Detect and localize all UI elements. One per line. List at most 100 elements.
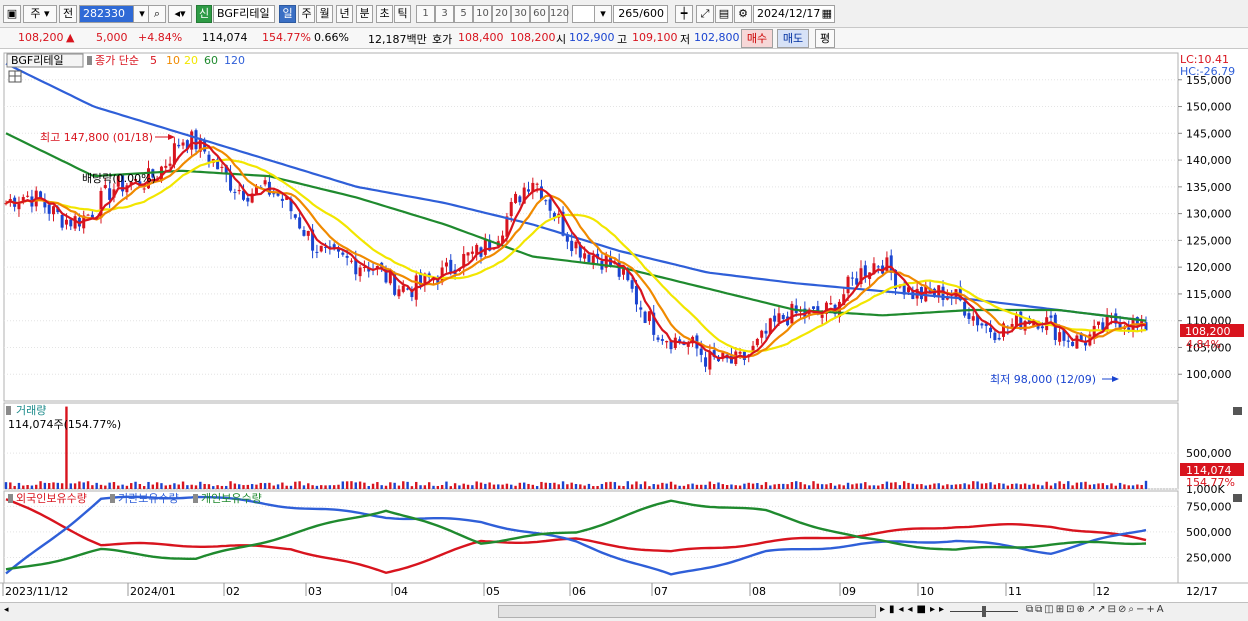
candle-body [963, 301, 967, 316]
volume-bar [134, 481, 137, 489]
open-label: 시 [556, 33, 567, 46]
period-tab-5[interactable]: 초 [376, 5, 393, 23]
candle-body [315, 251, 319, 253]
volume-bar [825, 484, 828, 489]
ma-line-20 [5, 158, 1147, 353]
count-field[interactable]: 265/600 [613, 5, 668, 23]
interval-tab-120[interactable]: 120 [549, 5, 569, 23]
interval-tab-20[interactable]: 20 [492, 5, 511, 23]
volume-bar [1075, 482, 1079, 489]
candle-body [539, 186, 543, 200]
candle-body [872, 263, 876, 275]
candle-body [466, 252, 470, 256]
interval-tab-5[interactable]: 5 [454, 5, 473, 23]
candle-body [673, 337, 677, 348]
gear-icon[interactable]: ⚙ [734, 5, 752, 23]
period-tab-4[interactable]: 분 [356, 5, 373, 23]
volume-bar [177, 484, 180, 489]
volume-bar [605, 482, 608, 489]
price-y-tick: 120,000 [1186, 261, 1232, 274]
sell-button[interactable]: 매도 [777, 29, 809, 48]
chevron-down-icon[interactable]: ▾ [594, 5, 612, 23]
candle-body [159, 166, 163, 180]
volume-bar [65, 406, 68, 489]
period-tab-3[interactable]: 년 [336, 5, 353, 23]
candle-body [237, 189, 241, 192]
period-tab-1[interactable]: 주 [298, 5, 315, 23]
code-input[interactable]: 282330 [79, 5, 136, 23]
chart-area[interactable]: 155,000 150,000 145,000 140,000 135,000 130,0… [0, 50, 1248, 602]
period-tab-0[interactable]: 일 [279, 5, 296, 23]
candle-body [505, 216, 509, 237]
candle-body [293, 214, 297, 218]
candle-body [583, 253, 587, 259]
window-icon[interactable]: ▣ [3, 5, 21, 23]
volume-bar [570, 482, 573, 489]
draw-tool-icon[interactable]: ⤢ [696, 5, 714, 23]
volume-bar [1092, 484, 1096, 489]
eval-button[interactable]: 평 [815, 29, 835, 48]
volume-bar [1136, 484, 1139, 489]
date-field[interactable]: 2024/12/17 ▦ [753, 5, 835, 23]
volume-bar [194, 485, 198, 489]
volume-y-tick: 500,000 [1186, 447, 1232, 460]
volume-bar [263, 483, 267, 489]
zoom-slider-handle[interactable] [982, 606, 986, 617]
volume-bar [350, 481, 353, 489]
search-icon[interactable]: ⌕ [148, 5, 166, 23]
interval-tab-1[interactable]: 1 [416, 5, 435, 23]
close-panel-icon[interactable] [1233, 407, 1242, 415]
save-icon[interactable]: ▤ [715, 5, 733, 23]
volume-bar [397, 485, 401, 489]
volume-bar [712, 484, 716, 489]
volume-bar [950, 484, 953, 489]
scroll-thumb[interactable] [498, 605, 876, 618]
interval-tab-30[interactable]: 30 [511, 5, 530, 23]
close-panel-icon[interactable] [1233, 494, 1242, 502]
candle-body [552, 212, 556, 218]
volume-bar [531, 484, 535, 489]
speaker-icon[interactable]: ◂▾ [168, 5, 192, 23]
current-change-tag: 4.84% [1186, 338, 1221, 351]
candle-type-icon[interactable]: ┿ [675, 5, 693, 23]
buy-button[interactable]: 매수 [741, 29, 773, 48]
volume-bar [786, 484, 789, 489]
candle-body [652, 312, 656, 335]
volume-bar [501, 484, 504, 489]
volume-bar [1036, 484, 1040, 489]
interval-tab-10[interactable]: 10 [473, 5, 492, 23]
period-tab-6[interactable]: 틱 [394, 5, 411, 23]
interval-tab-3[interactable]: 3 [435, 5, 454, 23]
volume-bar [328, 485, 332, 489]
x-axis-label: 2023/11/12 [5, 585, 68, 598]
scroll-controls[interactable]: ▸▮◂◂■▸▸ [880, 604, 949, 615]
holdings-y-tick: 500,000 [1186, 526, 1232, 539]
period-unit-select[interactable]: 주 ▾ [23, 5, 57, 23]
volume-bar [384, 485, 388, 489]
stock-name-field[interactable]: BGF리테일 [213, 5, 275, 23]
price-y-tick: 135,000 [1186, 181, 1232, 194]
period-tab-2[interactable]: 월 [316, 5, 333, 23]
volume-bar [518, 482, 522, 489]
x-axis-label: 11 [1008, 585, 1022, 598]
volume-bar [1041, 485, 1044, 489]
tool-icons[interactable]: ⧉⧉◫⊞⊡⊕↗↗⊟⊘⌕−+A [1026, 604, 1166, 615]
volume-bar [17, 482, 21, 489]
interval-tab-60[interactable]: 60 [530, 5, 549, 23]
volume-bar [47, 483, 51, 489]
calendar-icon[interactable]: ▦ [821, 7, 832, 20]
prev-button[interactable]: 전 [59, 5, 77, 23]
volume-bar [553, 482, 556, 489]
volume-bar [1032, 483, 1035, 489]
volume-bar [743, 483, 746, 489]
stock-chart[interactable]: 155,000 150,000 145,000 140,000 135,000 130,0… [0, 50, 1248, 602]
candle-body [116, 175, 120, 187]
volume-bar [95, 482, 98, 489]
volume-bar [838, 484, 841, 489]
volume-bar [704, 484, 707, 489]
candle-body [108, 188, 112, 200]
candle-body [103, 185, 107, 188]
volume-bar [795, 481, 798, 489]
scroll-left-icon[interactable]: ◂ [4, 605, 9, 615]
candle-body [889, 255, 893, 273]
